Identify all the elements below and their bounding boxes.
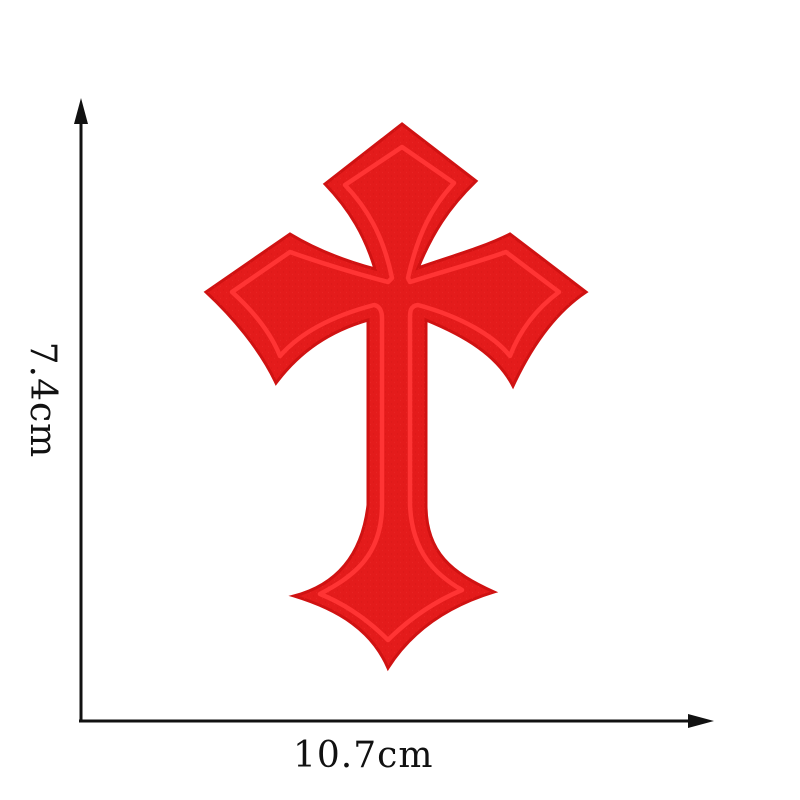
up-arrow-icon [74, 98, 88, 124]
cross-patch [203, 122, 589, 672]
right-arrow-icon [688, 714, 714, 728]
cross-patch-stitching [229, 144, 562, 643]
width-dimension-label: 10.7cm [293, 735, 434, 776]
cross-patch-texture [206, 124, 586, 668]
height-dimension-label: 7.4cm [22, 341, 63, 459]
dimension-axes [74, 98, 714, 728]
